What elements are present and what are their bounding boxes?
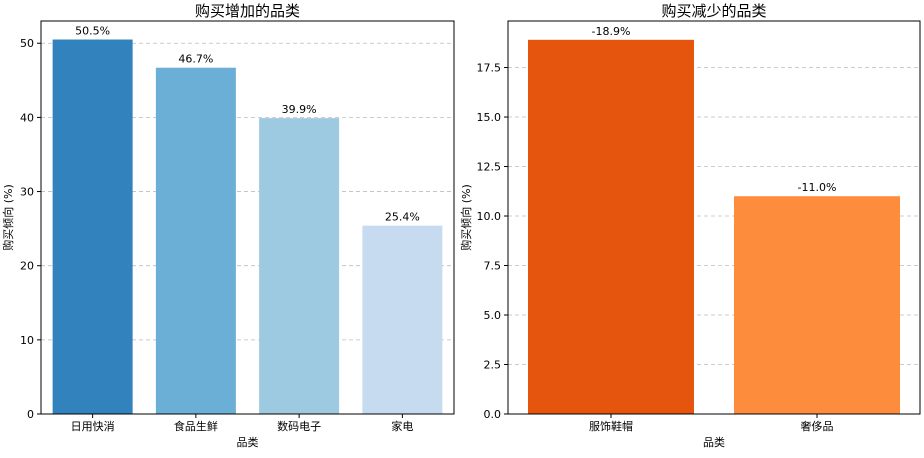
y-tick-label: 15.0	[477, 111, 502, 124]
y-tick-label: 17.5	[477, 62, 502, 75]
x-axis-label: 品类	[703, 435, 725, 449]
y-tick-label: 0	[27, 408, 34, 421]
y-tick-label: 10	[20, 334, 34, 347]
x-tick-label: 家电	[391, 419, 413, 433]
plot-frame	[507, 20, 921, 415]
x-tick-label: 数码电子	[277, 420, 321, 433]
bar-value-label: -18.9%	[592, 25, 631, 38]
bar-value-label: 39.9%	[282, 103, 317, 116]
bar-3	[259, 118, 340, 415]
bar-value-label: 25.4%	[385, 211, 420, 224]
bar-2	[734, 196, 900, 414]
y-axis-label: 购买倾向 (%)	[1, 184, 15, 251]
bar-1	[528, 39, 694, 414]
y-tick-label: 50	[20, 37, 34, 50]
y-tick-label: 7.5	[484, 260, 502, 273]
plot-frame	[40, 20, 455, 415]
x-tick-label: 服饰鞋帽	[589, 419, 633, 433]
y-tick-label: 2.5	[484, 359, 502, 372]
y-tick-label: 30	[20, 186, 34, 199]
x-axis-label: 品类	[237, 435, 259, 449]
x-tick-label: 日用快消	[71, 419, 115, 433]
y-tick-label: 0.0	[484, 408, 502, 421]
chart-2: 0.0 2.5 5.0 7.5 10.0 12.5 15.0 17.5 -18.9% 服饰鞋帽 -1…	[459, 2, 921, 449]
bar-2	[155, 67, 236, 415]
x-tick-label: 奢侈品	[801, 419, 834, 433]
y-tick-label: 5.0	[484, 309, 502, 322]
y-axis-label: 购买倾向 (%)	[459, 184, 473, 251]
chart-1: 0 10 20 30 40 50 50.5% 日用快消 46.7% 食品生鲜 39.9% 数码电子 25…	[1, 2, 455, 449]
bar-value-label: 50.5%	[75, 25, 110, 38]
y-tick-label: 10.0	[477, 210, 502, 223]
y-tick-label: 12.5	[477, 161, 502, 174]
chart-title: 购买增加的品类	[195, 2, 300, 20]
bar-value-label: -11.0%	[798, 181, 837, 194]
y-tick-label: 20	[20, 260, 34, 273]
bar-value-label: 46.7%	[178, 53, 213, 66]
x-tick-label: 食品生鲜	[174, 419, 218, 433]
bar-1	[52, 39, 133, 415]
bar-4	[362, 225, 443, 414]
chart-title: 购买减少的品类	[661, 2, 766, 20]
y-tick-label: 40	[20, 111, 34, 124]
